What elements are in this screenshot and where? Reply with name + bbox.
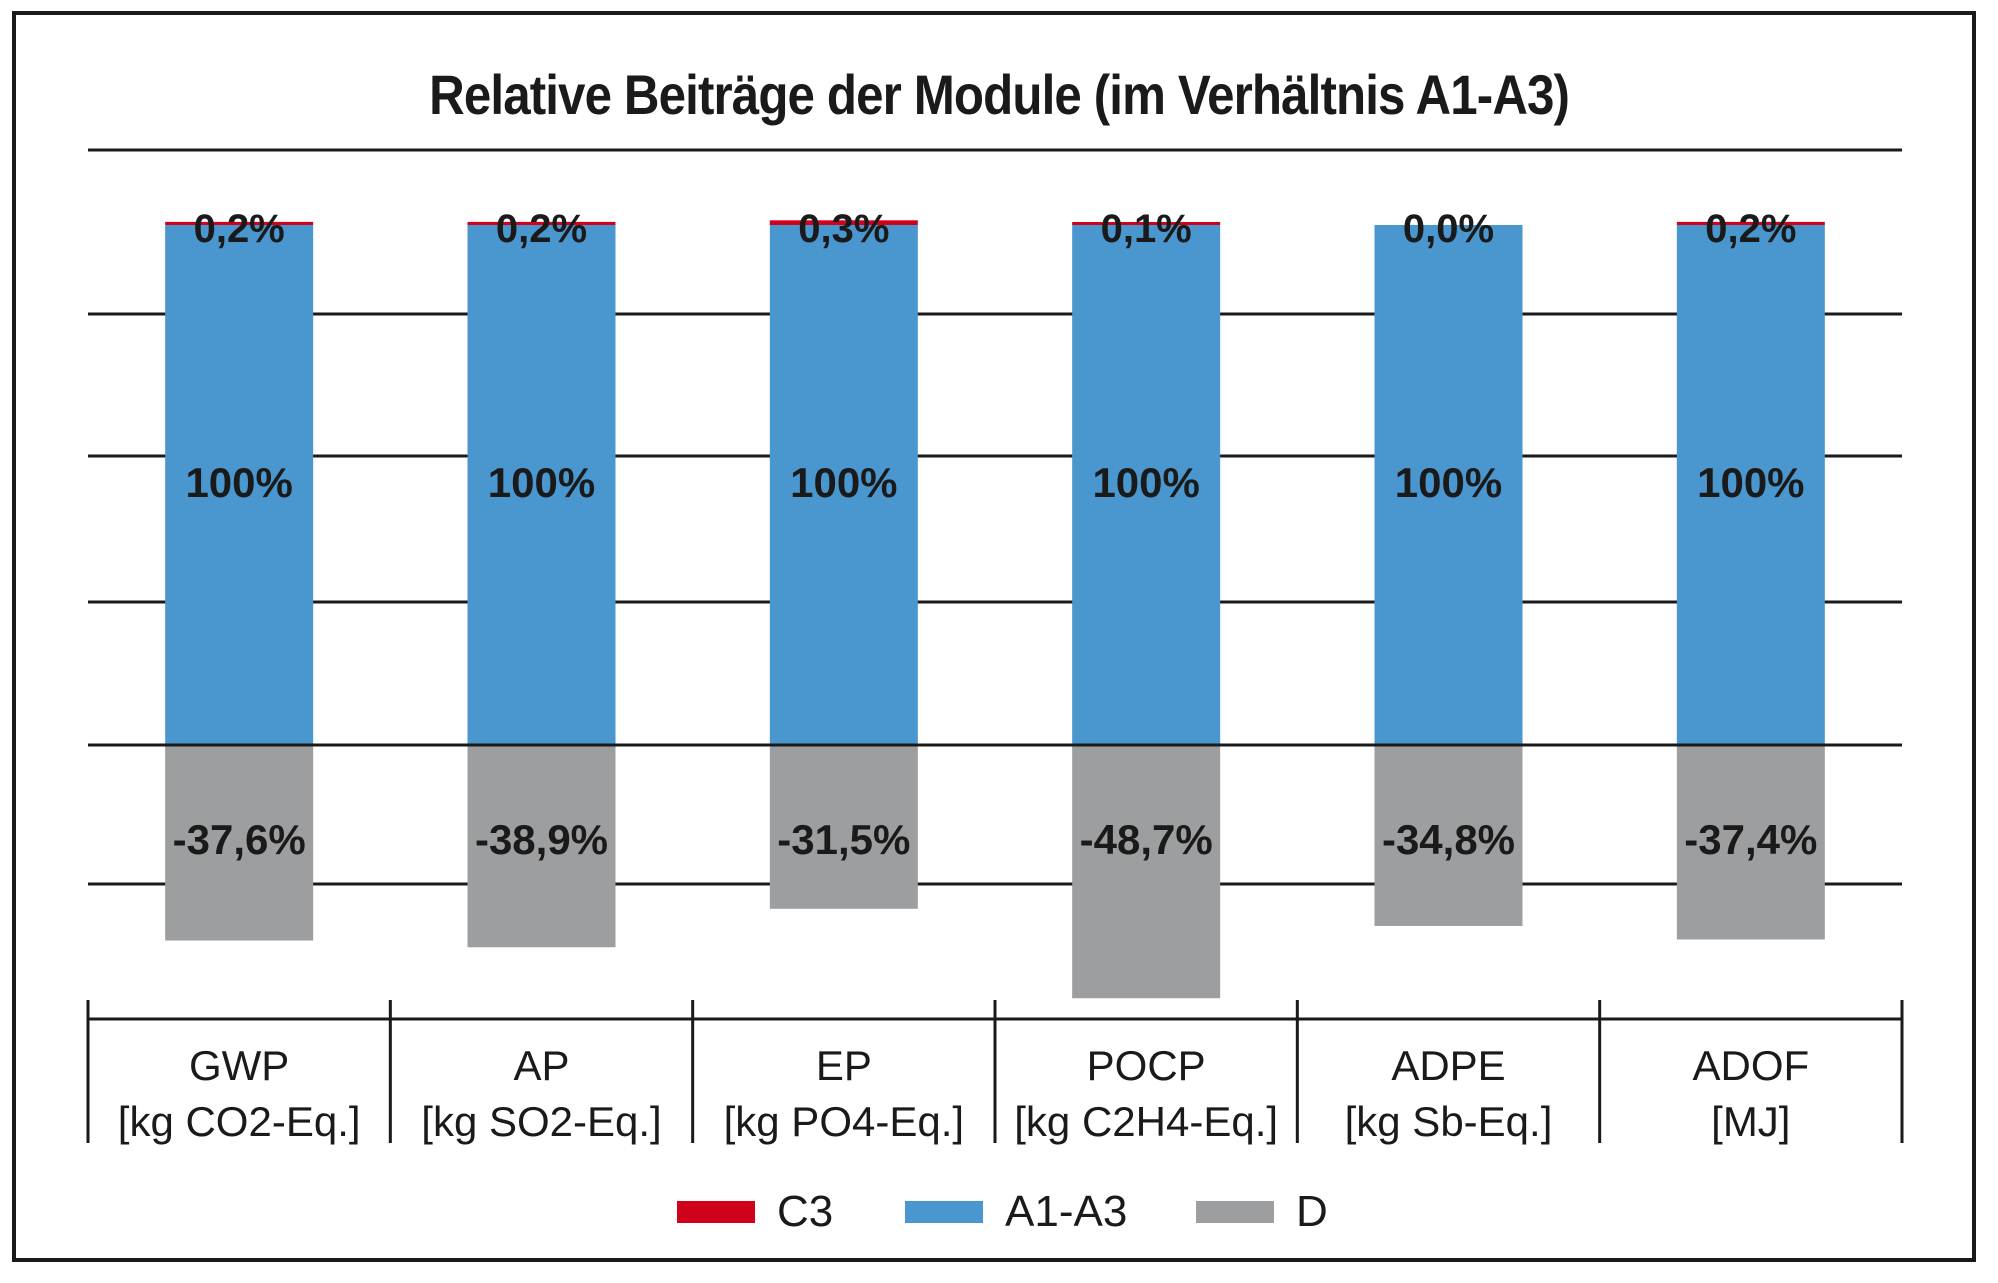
legend-label: A1-A3 xyxy=(1005,1187,1128,1236)
legend-item-d: D xyxy=(1196,1184,1328,1240)
bar-c3 xyxy=(1676,221,1825,225)
bar-d xyxy=(165,745,314,941)
category-unit-label: [kg CO2-Eq.] xyxy=(118,1098,361,1145)
chart-legend: C3 A1-A3 D xyxy=(0,1184,1998,1240)
data-label-d: -48,7% xyxy=(1080,816,1213,863)
legend-item-c3: C3 xyxy=(677,1184,833,1240)
bar-d xyxy=(1374,745,1523,926)
data-label-c3: 0,2% xyxy=(496,207,587,251)
legend-swatch xyxy=(905,1201,983,1223)
bar-a1-a3 xyxy=(1676,225,1825,745)
legend-label: D xyxy=(1296,1187,1328,1236)
data-label-a1-a3: 100% xyxy=(790,459,897,506)
data-label-c3: 0,2% xyxy=(194,207,285,251)
data-label-a1-a3: 100% xyxy=(1395,459,1502,506)
bar-c3 xyxy=(1072,222,1221,225)
bar-c3 xyxy=(769,220,918,225)
category-label: ADOF xyxy=(1692,1042,1809,1089)
legend-swatch xyxy=(1196,1201,1274,1223)
bar-a1-a3 xyxy=(769,225,918,745)
legend-item-a1-a3: A1-A3 xyxy=(905,1184,1127,1240)
data-label-c3: 0,1% xyxy=(1101,207,1192,251)
data-label-c3: 0,0% xyxy=(1403,207,1494,251)
chart-title: Relative Beiträge der Module (im Verhält… xyxy=(429,63,1570,126)
data-label-c3: 0,3% xyxy=(798,207,889,251)
data-label-a1-a3: 100% xyxy=(185,459,292,506)
category-label: EP xyxy=(816,1042,872,1089)
category-unit-label: [kg C2H4-Eq.] xyxy=(1014,1098,1278,1145)
category-unit-label: [kg PO4-Eq.] xyxy=(724,1098,964,1145)
data-label-d: -38,9% xyxy=(475,816,608,863)
category-label: AP xyxy=(513,1042,569,1089)
data-label-d: -34,8% xyxy=(1382,816,1515,863)
category-unit-label: [kg SO2-Eq.] xyxy=(421,1098,661,1145)
data-label-c3: 0,2% xyxy=(1705,207,1796,251)
bar-d xyxy=(1072,745,1221,999)
bar-a1-a3 xyxy=(1072,225,1221,745)
data-label-a1-a3: 100% xyxy=(488,459,595,506)
data-label-d: -37,4% xyxy=(1684,816,1817,863)
category-label: GWP xyxy=(189,1042,289,1089)
category-label: ADPE xyxy=(1391,1042,1505,1089)
legend-label: C3 xyxy=(777,1187,834,1236)
data-label-d: -31,5% xyxy=(777,816,910,863)
category-unit-label: [kg Sb-Eq.] xyxy=(1345,1098,1553,1145)
bar-c3 xyxy=(467,221,616,225)
legend-swatch xyxy=(677,1201,755,1223)
category-label: POCP xyxy=(1087,1042,1206,1089)
bar-d xyxy=(1676,745,1825,940)
bar-d xyxy=(467,745,616,948)
bar-a1-a3 xyxy=(1374,225,1523,745)
bar-a1-a3 xyxy=(165,225,314,745)
data-label-a1-a3: 100% xyxy=(1697,459,1804,506)
chart-frame xyxy=(12,11,1976,1262)
bar-d xyxy=(769,745,918,909)
data-label-d: -37,6% xyxy=(173,816,306,863)
bar-c3 xyxy=(165,221,314,225)
data-label-a1-a3: 100% xyxy=(1092,459,1199,506)
category-unit-label: [MJ] xyxy=(1711,1098,1790,1145)
bar-a1-a3 xyxy=(467,225,616,745)
